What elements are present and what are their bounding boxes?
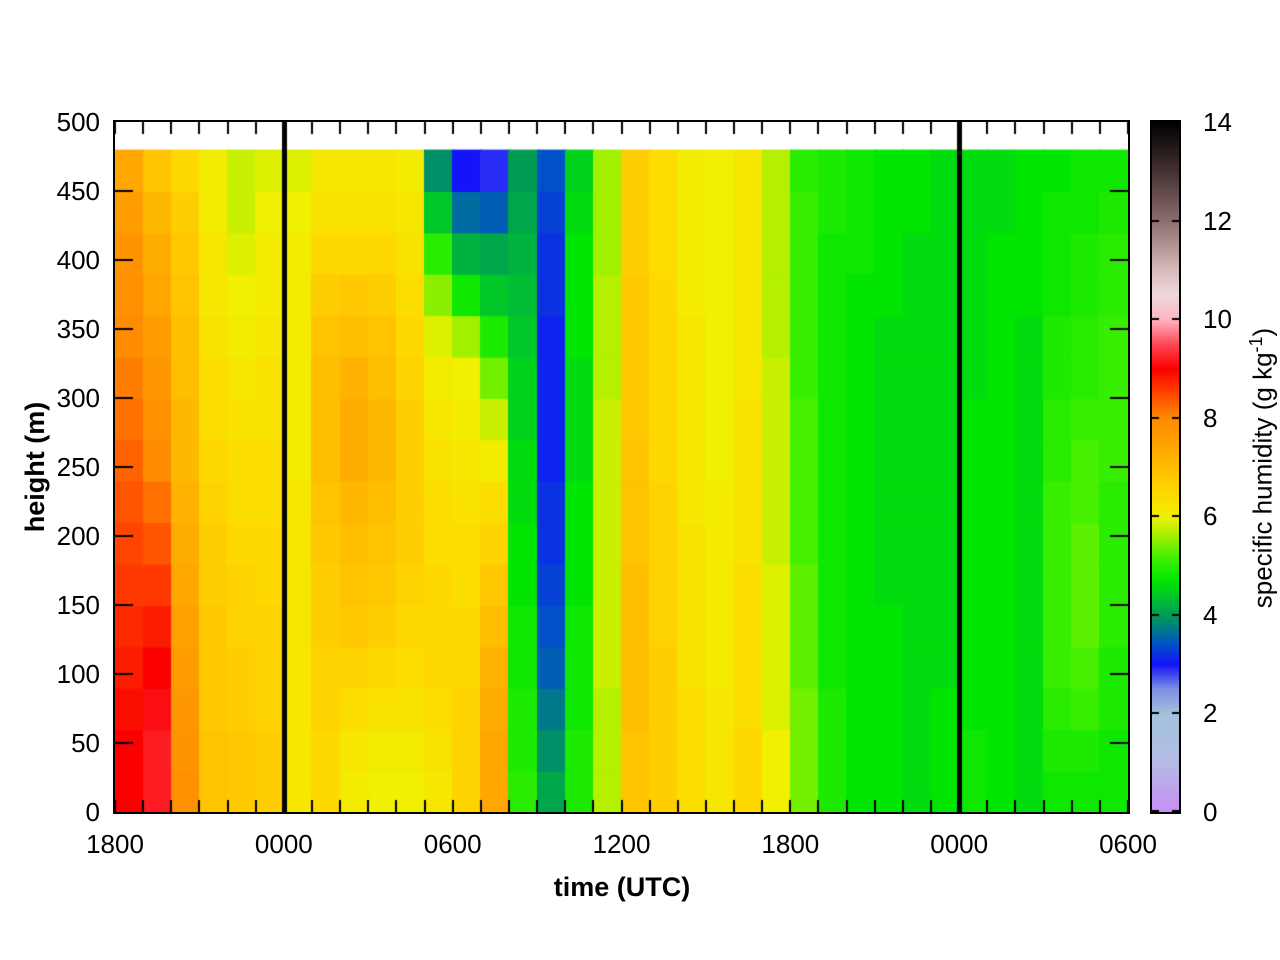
x-axis-title: time (UTC) (553, 872, 691, 902)
x-tick-label: 1800 (761, 829, 820, 859)
colorbar-tick-label: 10 (1203, 304, 1232, 335)
colorbar-tick-label: 14 (1203, 107, 1232, 137)
y-tick-label: 150 (56, 590, 100, 620)
x-tick-label: 1200 (592, 829, 651, 859)
y-tick-label: 50 (71, 728, 100, 758)
colorbar-title-superscript: -1 (1246, 336, 1266, 353)
x-tick-label: 1800 (86, 829, 144, 859)
colorbar-tick-label: 2 (1203, 698, 1218, 729)
x-tick-label: 0000 (930, 829, 989, 859)
colorbar-tick-label: 8 (1203, 402, 1218, 433)
colorbar-tick-label: 0 (1203, 797, 1218, 827)
y-tick-label: 500 (56, 107, 100, 137)
x-tick-label: 0000 (254, 829, 313, 859)
y-tick-label: 0 (85, 797, 100, 827)
y-tick-label: 300 (56, 383, 100, 413)
x-tick-label: 0600 (423, 829, 482, 859)
colorbar (1150, 120, 1181, 814)
y-tick-label: 350 (56, 314, 100, 344)
colorbar-tick-label: 4 (1203, 599, 1218, 630)
colorbar-tick-label: 12 (1203, 205, 1232, 236)
y-tick-label: 200 (56, 521, 100, 551)
y-tick-label: 250 (56, 452, 100, 482)
heatmap-plot-area (113, 120, 1130, 814)
y-tick-label: 450 (56, 176, 100, 206)
y-tick-label: 400 (56, 245, 100, 275)
y-tick-label: 100 (56, 659, 100, 689)
colorbar-title-text: specific humidity (g kg (1247, 352, 1278, 609)
x-tick-label: 0600 (1099, 829, 1157, 859)
colorbar-tick-label: 6 (1203, 501, 1218, 532)
colorbar-title: specific humidity (g kg-1) (1246, 228, 1278, 708)
